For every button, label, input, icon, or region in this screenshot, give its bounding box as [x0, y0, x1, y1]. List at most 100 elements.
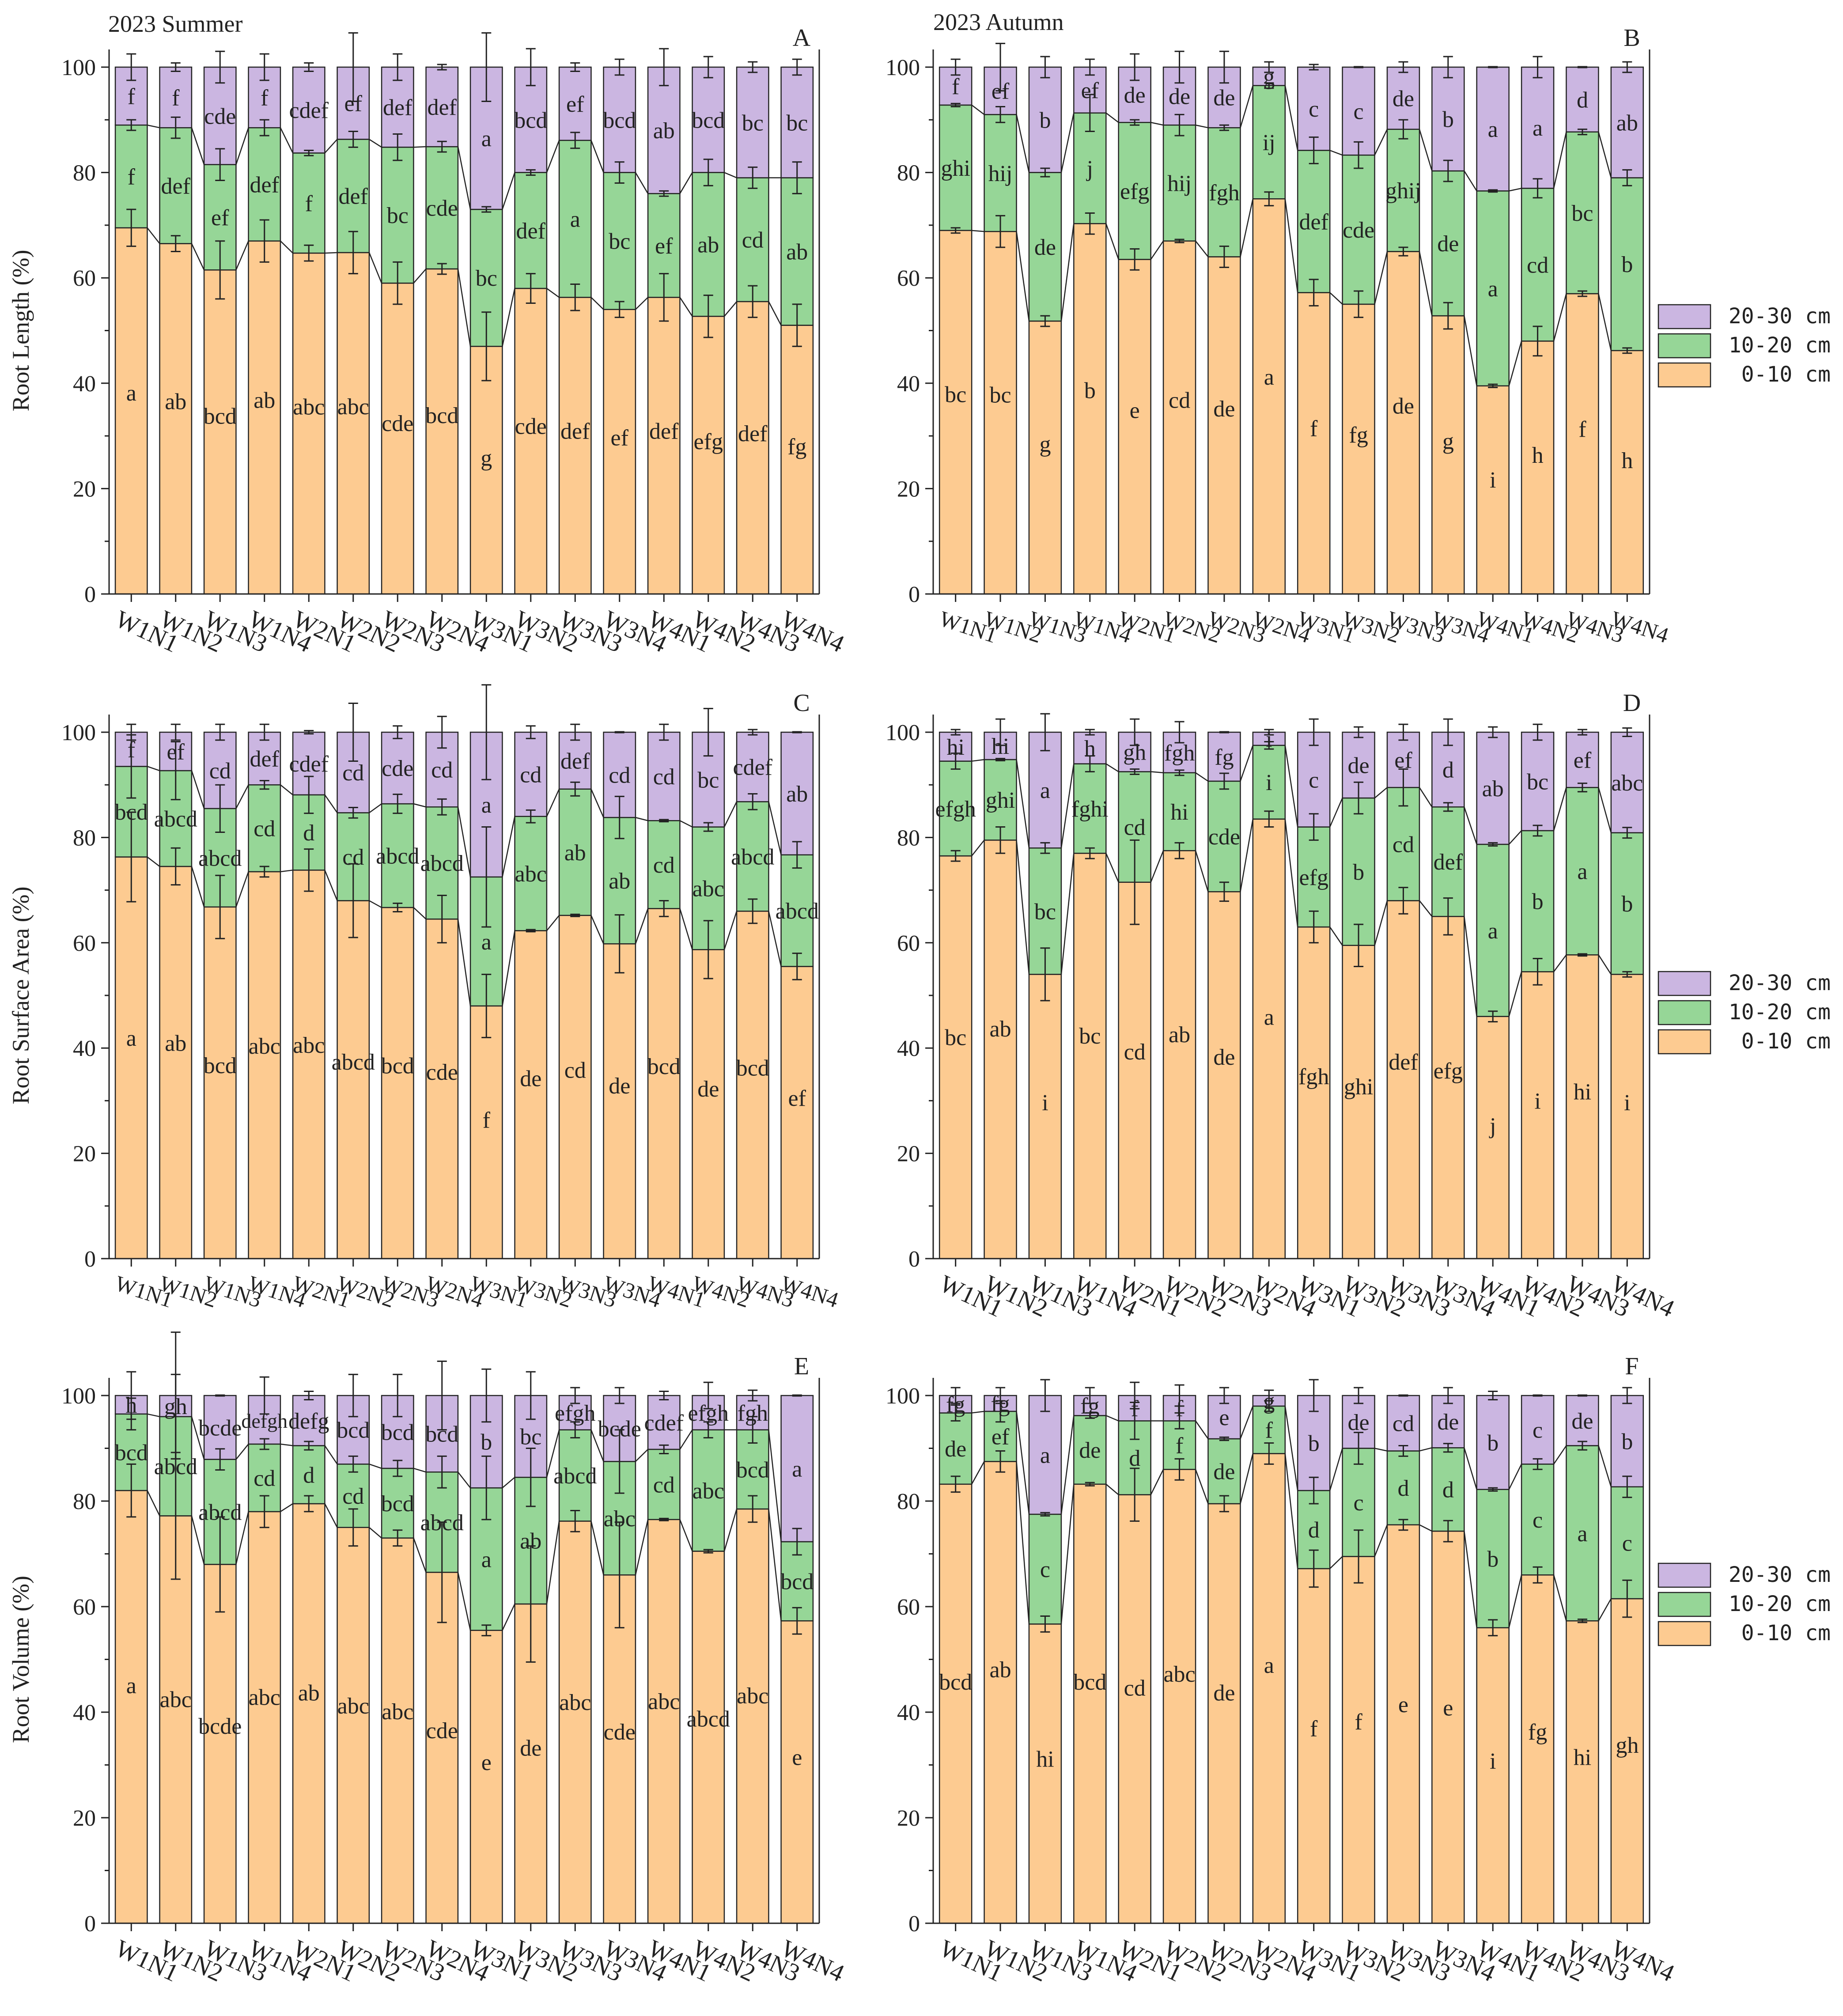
y-tick-label-B-20: 20	[897, 477, 920, 502]
connector-line-B-1-14	[1598, 132, 1612, 178]
sig-letter-F-W2N1-0: cd	[1124, 1676, 1146, 1701]
connector-line-E-1-6	[413, 1468, 426, 1473]
connector-line-C-0-3	[280, 870, 293, 873]
panel-label-A: A	[793, 24, 811, 52]
sig-letter-E-W1N4-0: abc	[249, 1685, 280, 1710]
connector-line-C-0-9	[546, 915, 560, 931]
connector-line-C-1-8	[502, 816, 515, 878]
sig-letter-A-W2N2-1: def	[339, 184, 368, 209]
sig-letter-E-W1N4-2: defgh	[241, 1410, 288, 1432]
bar-F-W4N2-10-20cm	[1521, 1464, 1555, 1576]
connector-line-A-0-7	[457, 269, 471, 347]
sig-letter-F-W2N3-0: de	[1213, 1680, 1235, 1706]
sig-letter-D-W4N4-0: i	[1624, 1090, 1630, 1116]
sig-letter-C-W4N4-2: ab	[786, 782, 808, 807]
sig-letter-B-W1N4-1: j	[1086, 156, 1093, 182]
bar-D-W4N2-0-10cm	[1521, 971, 1555, 1260]
sig-letter-C-W1N2-1: abcd	[154, 806, 197, 832]
sig-letter-D-W2N1-0: cd	[1124, 1040, 1146, 1065]
y-tick-label-C-100: 100	[61, 720, 96, 745]
bar-E-W2N1-0-10cm	[292, 1503, 325, 1924]
connector-line-A-0-1	[191, 243, 205, 270]
bar-A-W2N2-0-10cm	[337, 252, 370, 595]
sig-letter-F-W1N1-0: bcd	[939, 1670, 972, 1695]
sig-letter-F-W2N4-2: g	[1263, 1389, 1275, 1414]
sig-letter-F-W4N3-2: de	[1571, 1409, 1593, 1434]
connector-line-F-0-13	[1553, 1574, 1567, 1621]
sig-letter-D-W3N2-0: ghi	[1344, 1074, 1373, 1100]
bar-B-W3N2-20-30cm	[1342, 66, 1375, 156]
sig-letter-B-W4N4-2: ab	[1616, 110, 1638, 136]
connector-line-C-1-9	[546, 789, 560, 817]
connector-line-B-1-1	[1016, 114, 1030, 173]
bar-C-W1N2-0-10cm	[159, 866, 193, 1260]
connector-line-D-0-12	[1508, 972, 1522, 1017]
y-tick-label-E-0: 0	[84, 1911, 96, 1937]
bar-A-W2N1-20-30cm	[292, 66, 325, 154]
bar-F-W3N2-0-10cm	[1342, 1556, 1375, 1924]
connector-line-F-0-1	[1016, 1461, 1030, 1624]
sig-letter-F-W2N4-0: a	[1264, 1653, 1274, 1678]
sig-letter-B-W4N2-0: h	[1532, 443, 1544, 468]
sig-letter-B-W4N1-0: i	[1490, 468, 1496, 493]
bar-D-W3N2-0-10cm	[1342, 945, 1375, 1260]
connector-line-B-1-5	[1195, 125, 1208, 129]
bar-C-W3N1-0-10cm	[469, 1005, 503, 1260]
bar-D-W3N1-10-20cm	[1297, 826, 1331, 928]
connector-line-D-0-2	[1060, 853, 1075, 975]
sig-letter-B-W2N3-2: de	[1213, 86, 1235, 111]
bar-E-W3N1-0-10cm	[469, 1630, 503, 1924]
y-tick-label-E-100: 100	[61, 1384, 96, 1409]
sig-letter-E-W4N1-0: abc	[648, 1689, 680, 1714]
bar-E-W1N1-0-10cm	[114, 1490, 148, 1924]
bar-F-W4N2-0-10cm	[1521, 1574, 1555, 1924]
bar-C-W2N3-0-10cm	[381, 907, 414, 1260]
sig-letter-D-W3N1-2: c	[1309, 768, 1319, 793]
bar-B-W4N3-0-10cm	[1566, 293, 1599, 595]
sig-letter-A-W1N4-1: def	[250, 172, 280, 197]
sig-letter-D-W3N4-2: d	[1442, 758, 1454, 783]
bar-A-W1N1-0-10cm	[114, 227, 148, 595]
sig-letter-E-W1N3-1: abcd	[198, 1500, 242, 1525]
y-tick-label-D-40: 40	[897, 1036, 920, 1061]
sig-letter-F-W1N1-2: fg	[946, 1392, 965, 1418]
legend-label-2-2: 0-10 cm	[1741, 1029, 1831, 1054]
sig-letter-F-W1N3-2: a	[1040, 1443, 1050, 1468]
bar-D-W2N2-10-20cm	[1162, 772, 1196, 851]
bar-A-W2N4-0-10cm	[425, 268, 459, 595]
connector-line-A-1-11	[635, 172, 649, 194]
sig-letter-E-W3N4-0: cde	[604, 1720, 636, 1745]
sig-letter-D-W1N4-2: h	[1084, 736, 1096, 761]
connector-line-B-1-2	[1060, 113, 1075, 173]
sig-letter-B-W4N4-1: b	[1621, 252, 1633, 277]
bar-D-W1N3-20-30cm	[1028, 731, 1062, 849]
connector-line-E-0-7	[457, 1572, 471, 1631]
sig-letter-A-W1N1-1: f	[128, 165, 136, 190]
connector-line-A-1-7	[457, 146, 471, 210]
sig-letter-B-W4N2-2: a	[1533, 116, 1543, 141]
sig-letter-D-W2N3-2: fg	[1215, 745, 1234, 770]
y-tick-label-D-80: 80	[897, 825, 920, 851]
connector-line-B-0-11	[1464, 315, 1477, 386]
bar-E-W4N2-0-10cm	[692, 1551, 725, 1924]
bar-D-W4N2-10-20cm	[1521, 830, 1555, 972]
sig-letter-E-W2N2-0: abc	[337, 1694, 369, 1719]
bar-D-W1N4-10-20cm	[1073, 763, 1107, 854]
bar-B-W3N2-0-10cm	[1342, 303, 1375, 595]
bar-E-W4N1-10-20cm	[647, 1449, 681, 1521]
bar-B-W3N1-10-20cm	[1297, 150, 1331, 293]
bar-D-W4N4-10-20cm	[1610, 832, 1644, 975]
sig-letter-C-W2N1-0: abc	[293, 1033, 325, 1058]
connector-line-E-1-5	[369, 1464, 382, 1469]
sig-letter-D-W4N4-1: b	[1621, 892, 1633, 917]
connector-line-D-0-4	[1150, 850, 1164, 883]
connector-line-D-0-7	[1284, 819, 1298, 927]
sig-letter-F-W4N4-1: c	[1622, 1531, 1632, 1556]
y-tick-label-C-40: 40	[73, 1036, 96, 1061]
bar-B-W2N2-0-10cm	[1162, 240, 1196, 595]
chart-panel-F: bcddefgabeffghicabcddefgcddfabcffdedeeaf…	[886, 1353, 1678, 1987]
sig-letter-A-W2N2-0: abc	[337, 394, 369, 420]
connector-line-E-1-7	[457, 1471, 471, 1488]
connector-line-F-1-14	[1598, 1445, 1612, 1487]
sig-letter-E-W2N1-0: ab	[298, 1680, 320, 1706]
